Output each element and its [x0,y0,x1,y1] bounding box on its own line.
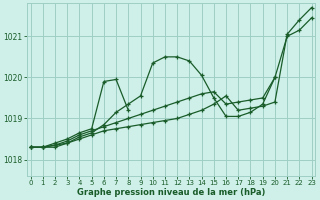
X-axis label: Graphe pression niveau de la mer (hPa): Graphe pression niveau de la mer (hPa) [77,188,265,197]
